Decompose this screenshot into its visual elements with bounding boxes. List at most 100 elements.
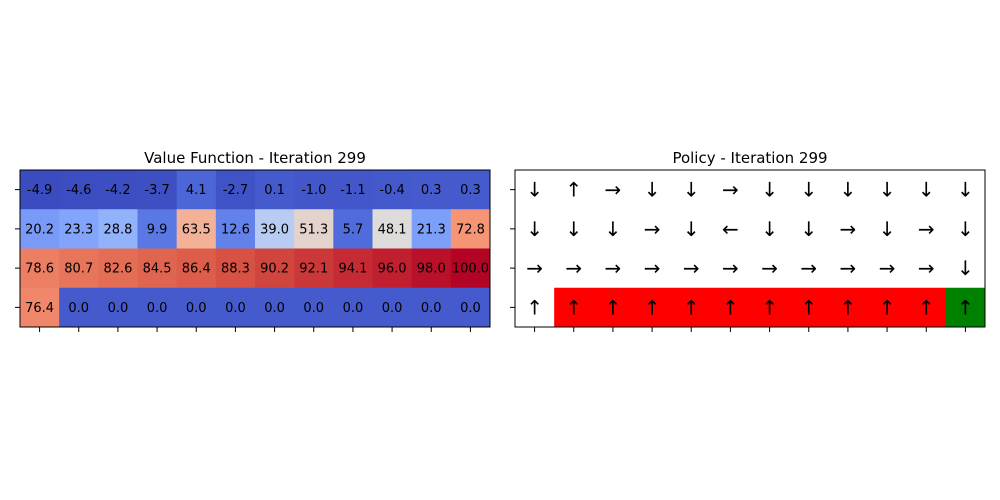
policy-cell — [750, 287, 790, 328]
policy-arrow: → — [840, 217, 857, 241]
value-cell-label: -1.1 — [340, 183, 365, 198]
policy-cell — [593, 209, 633, 249]
value-cell-label: 51.3 — [299, 222, 328, 237]
policy-arrow: ↓ — [840, 178, 857, 202]
policy-arrow: ↓ — [526, 217, 543, 241]
policy-cell — [828, 209, 868, 249]
value-cell — [59, 209, 99, 249]
value-cell-label: 78.6 — [25, 262, 54, 277]
policy-arrow: ↓ — [565, 217, 582, 241]
value-cell-label: 0.0 — [264, 301, 285, 316]
policy-arrow: → — [722, 178, 739, 202]
policy-cell — [632, 287, 673, 328]
policy-arrow: ↓ — [957, 178, 974, 202]
policy-cell — [750, 248, 790, 289]
value-cell-label: 100.0 — [452, 262, 489, 277]
policy-cell — [710, 248, 751, 289]
value-cell — [20, 170, 60, 210]
value-cell — [372, 287, 413, 328]
value-cell — [372, 248, 413, 289]
policy-cell — [828, 170, 868, 210]
value-cell-label: 5.7 — [343, 222, 364, 237]
value-cell-label: 12.6 — [221, 222, 250, 237]
policy-arrow: → — [565, 256, 582, 280]
policy-cell — [945, 170, 986, 210]
value-cell — [294, 209, 334, 249]
policy-cell — [593, 170, 633, 210]
policy-arrow: ↑ — [722, 295, 739, 319]
policy-arrow: ↓ — [761, 178, 778, 202]
policy-cell — [906, 209, 947, 249]
value-cell — [333, 209, 373, 249]
policy-cell — [710, 287, 751, 328]
policy-cell — [554, 170, 594, 210]
value-cell — [215, 170, 256, 210]
value-cell-label: 0.1 — [264, 183, 285, 198]
value-cell — [255, 209, 295, 249]
value-cell — [450, 287, 491, 328]
value-cell — [333, 170, 373, 210]
value-cell — [372, 209, 413, 249]
policy-cell — [750, 170, 790, 210]
value-cell-label: 72.8 — [456, 222, 485, 237]
value-cell-label: -0.4 — [379, 183, 404, 198]
policy-arrow: → — [840, 256, 857, 280]
value-cell-label: 21.3 — [417, 222, 446, 237]
policy-cell — [828, 248, 868, 289]
value-cell-label: 0.0 — [343, 301, 364, 316]
value-cell-label: -2.7 — [223, 183, 248, 198]
value-cell — [98, 287, 138, 328]
policy-cell — [789, 170, 829, 210]
value-cell-label: 0.0 — [460, 301, 481, 316]
value-cell — [215, 209, 256, 249]
policy-cell — [593, 287, 633, 328]
policy-arrow: → — [683, 256, 700, 280]
value-cell — [176, 248, 217, 289]
policy-arrow: ↓ — [683, 217, 700, 241]
value-cell — [215, 287, 256, 328]
value-cell — [176, 170, 217, 210]
policy-cell — [710, 209, 751, 249]
policy-cell — [671, 287, 712, 328]
policy-arrow: ↓ — [957, 217, 974, 241]
value-cell — [255, 287, 295, 328]
policy-arrow: ↓ — [957, 256, 974, 280]
policy-cell — [671, 248, 712, 289]
policy-cell — [710, 170, 751, 210]
policy-arrow: → — [879, 256, 896, 280]
policy-arrow: ↓ — [879, 178, 896, 202]
value-cell-label: 92.1 — [299, 262, 328, 277]
policy-arrow: ↓ — [526, 178, 543, 202]
policy-arrow: ↑ — [800, 295, 817, 319]
policy-arrow: → — [605, 256, 622, 280]
policy-arrow: → — [761, 256, 778, 280]
policy-arrow: ← — [722, 217, 739, 241]
value-cell-label: -3.7 — [144, 183, 169, 198]
value-cell-label: 0.0 — [68, 301, 89, 316]
value-cell-label: 0.0 — [186, 301, 207, 316]
policy-arrow: ↓ — [644, 178, 661, 202]
value-cell-label: 94.1 — [338, 262, 367, 277]
value-cell-label: 48.1 — [378, 222, 407, 237]
policy-cell — [554, 248, 594, 289]
policy-cell — [515, 209, 555, 249]
policy-cell — [789, 248, 829, 289]
policy-cell — [593, 248, 633, 289]
value-cell — [294, 248, 334, 289]
value-cell — [137, 209, 178, 249]
policy-cell — [867, 248, 908, 289]
policy-cell — [554, 209, 594, 249]
value-cell-label: 0.0 — [421, 301, 442, 316]
policy-arrow: ↓ — [683, 178, 700, 202]
policy-cell — [750, 209, 790, 249]
value-cell-label: 20.2 — [25, 222, 54, 237]
policy-cell — [632, 248, 673, 289]
value-cell — [98, 170, 138, 210]
policy-arrow: ↑ — [918, 295, 935, 319]
value-cell — [450, 209, 491, 249]
value-cell-label: 9.9 — [147, 222, 168, 237]
value-cell-label: 0.0 — [303, 301, 324, 316]
policy-cell — [515, 248, 555, 289]
policy-arrow: → — [918, 217, 935, 241]
policy-arrow: ↑ — [683, 295, 700, 319]
